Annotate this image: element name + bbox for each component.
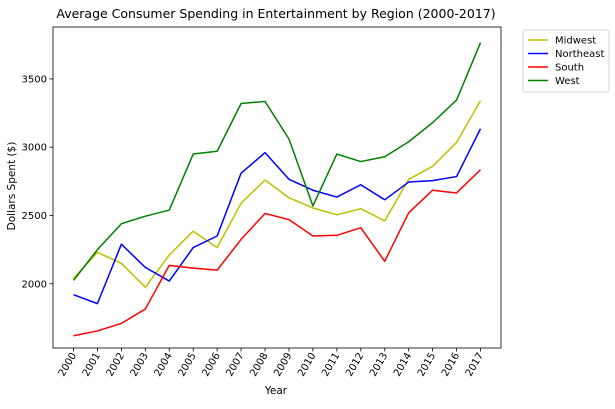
- x-tick-label: 2014: [392, 351, 414, 379]
- x-tick-label: 2017: [464, 351, 486, 379]
- x-tick-label: 2009: [272, 351, 294, 379]
- legend-label-south: South: [555, 63, 584, 74]
- series-line-northeast: [73, 128, 482, 305]
- x-tick-label: 2005: [177, 351, 199, 379]
- y-tick-label: 2500: [22, 211, 47, 222]
- x-axis-label: Year: [264, 385, 288, 397]
- plot-frame: [52, 26, 502, 349]
- x-tick-label: 2013: [368, 351, 390, 379]
- x-tick-label: 2010: [296, 351, 318, 379]
- x-tick-label: 2003: [129, 351, 151, 379]
- x-tick-label: 2000: [57, 351, 79, 379]
- x-tick-label: 2015: [416, 351, 438, 379]
- legend-label-west: West: [555, 76, 580, 87]
- legend-label-northeast: Northeast: [555, 49, 604, 60]
- x-tick-label: 2001: [81, 351, 103, 379]
- x-tick-label: 2006: [200, 351, 222, 379]
- y-tick-label: 3000: [22, 143, 47, 154]
- series-line-west: [72, 42, 482, 281]
- x-tick-label: 2008: [248, 351, 270, 379]
- x-tick-label: 2004: [153, 351, 175, 379]
- y-tick-label: 2000: [22, 279, 47, 290]
- x-tick-label: 2016: [440, 351, 462, 379]
- y-axis-label: Dollars Spent ($): [6, 142, 18, 231]
- x-tick-label: 2002: [105, 351, 127, 379]
- legend: Midwest Northeast South West: [522, 29, 610, 93]
- legend-frame: [522, 29, 610, 93]
- series-line-midwest: [72, 100, 482, 288]
- x-tick-label: 2012: [344, 351, 366, 379]
- x-tick-label: 2007: [224, 351, 246, 379]
- series-line-south: [73, 169, 482, 337]
- y-tick-label: 3500: [22, 74, 47, 85]
- chart-title: Average Consumer Spending in Entertainme…: [56, 6, 495, 21]
- legend-label-midwest: Midwest: [555, 36, 596, 47]
- x-tick-label: 2011: [320, 351, 342, 379]
